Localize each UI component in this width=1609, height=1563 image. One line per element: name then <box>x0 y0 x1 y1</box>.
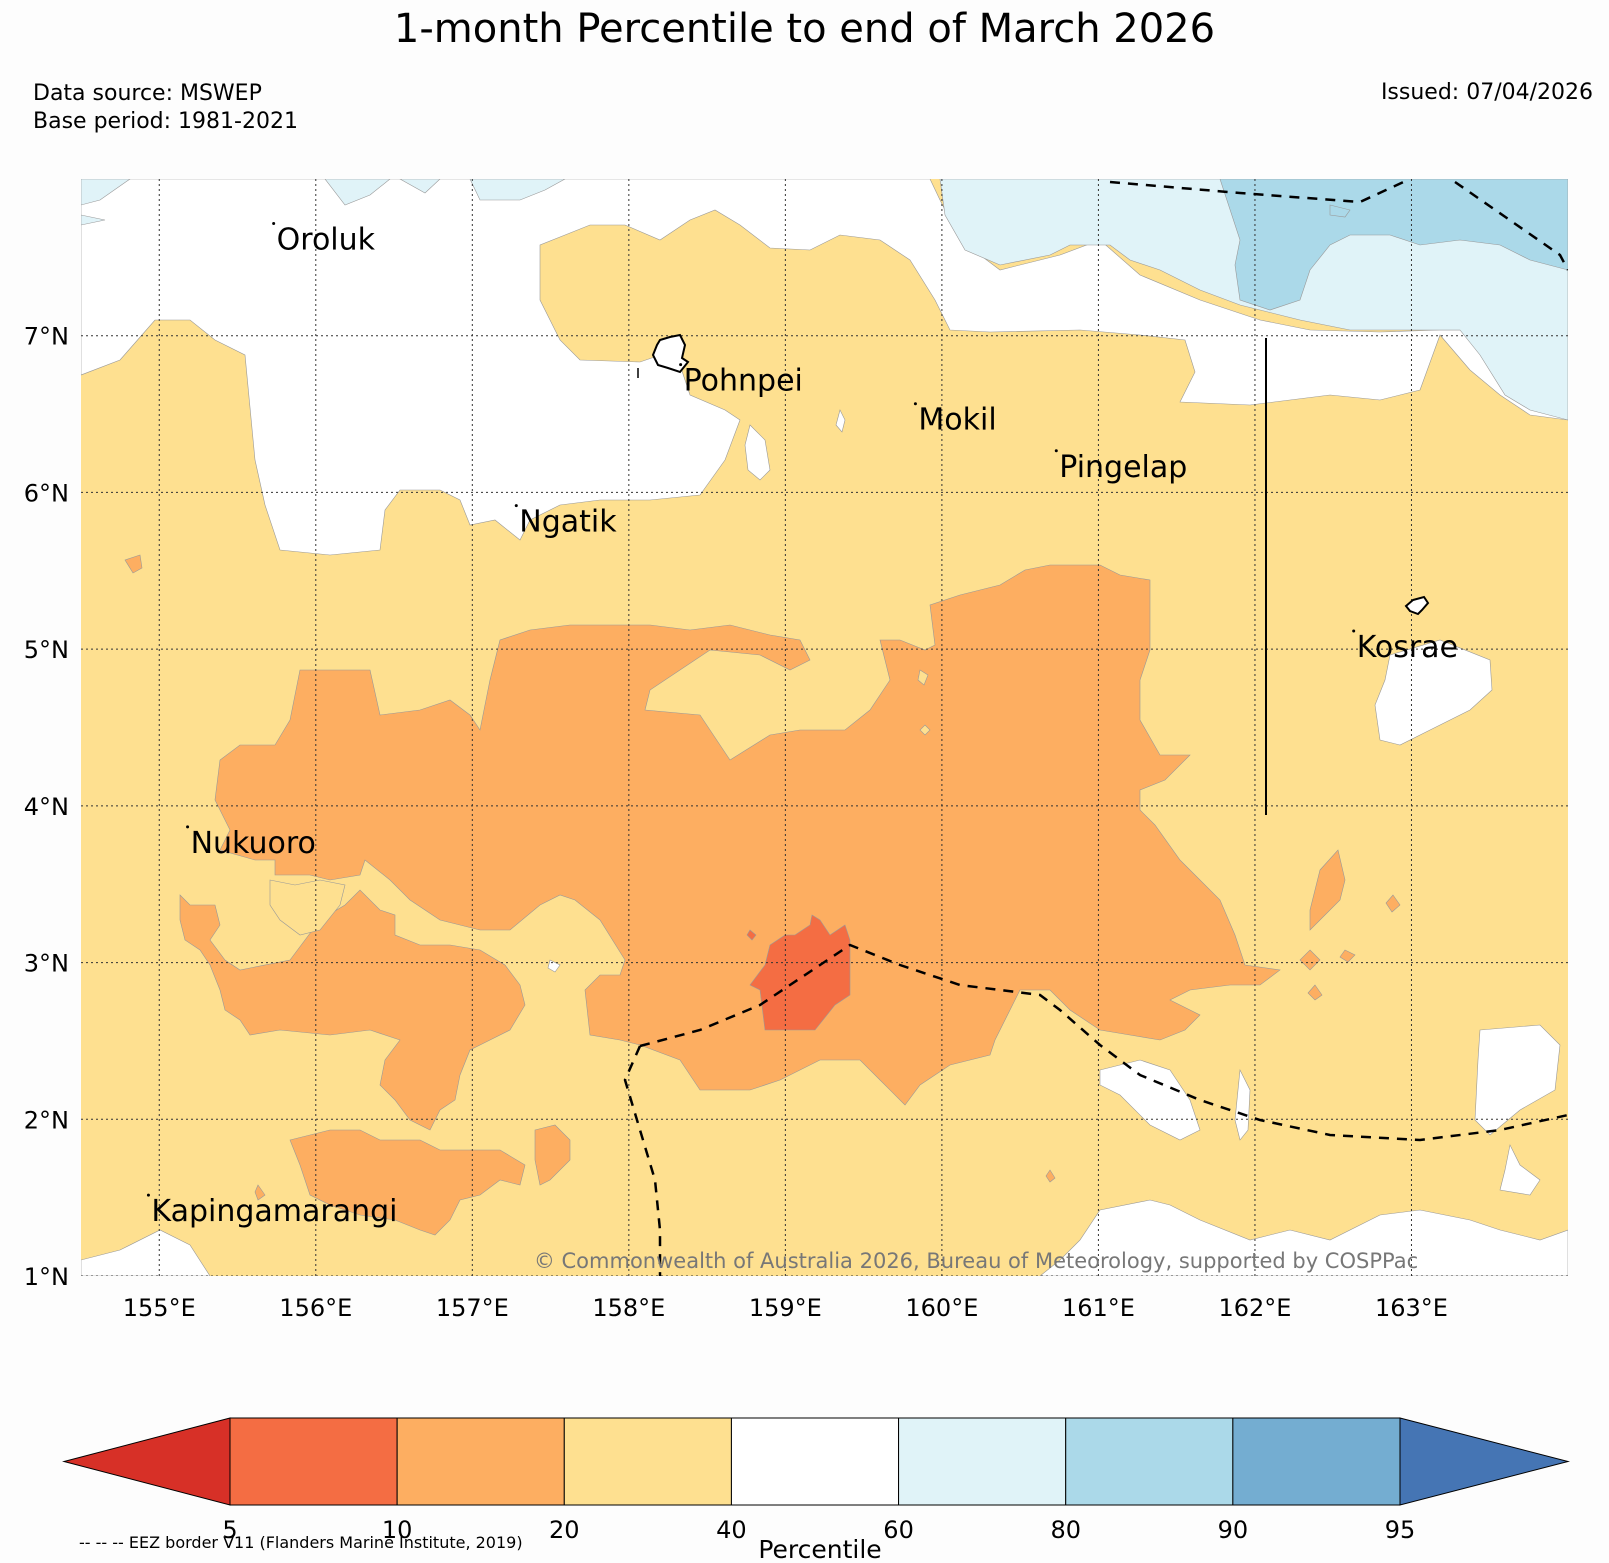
colorbar-label: Percentile <box>758 1535 881 1563</box>
map-area <box>81 179 1568 1276</box>
colorbar-segment <box>229 1417 398 1506</box>
pohnpei-island <box>651 333 690 374</box>
lat-tick-label: 2°N <box>24 1106 69 1134</box>
place-label-oroluk: Oroluk <box>277 223 376 258</box>
colorbar-tick-label: 60 <box>883 1516 914 1544</box>
data-source: Data source: MSWEP <box>33 81 262 106</box>
place-label-ngatik: Ngatik <box>519 505 617 540</box>
colorbar-segment <box>898 1417 1067 1506</box>
colorbar-segment <box>396 1417 565 1506</box>
lat-tick-label: 6°N <box>24 479 69 507</box>
lat-tick-label: 5°N <box>24 636 69 664</box>
lat-tick-label: 3°N <box>24 950 69 978</box>
lon-tick-label: 158°E <box>592 1294 665 1322</box>
place-label-kosrae: Kosrae <box>1357 630 1458 665</box>
colorbar-segment <box>1065 1417 1234 1506</box>
place-marker <box>146 1193 150 1197</box>
lat-tick-label: 1°N <box>24 1263 69 1291</box>
lon-tick-label: 160°E <box>905 1294 978 1322</box>
issued-date: Issued: 07/04/2026 <box>1380 80 1593 105</box>
place-label-pingelap: Pingelap <box>1059 450 1187 485</box>
eez-footnote: -- -- -- EEZ border V11 (Flanders Marine… <box>79 1533 523 1552</box>
lon-tick-label: 163°E <box>1375 1294 1448 1322</box>
region-80-90 <box>1219 179 1568 311</box>
place-label-pohnpei: Pohnpei <box>684 364 803 399</box>
place-label-nukuoro: Nukuoro <box>191 826 316 861</box>
lat-tick-label: 7°N <box>24 323 69 351</box>
lat-tick-label: 4°N <box>24 793 69 821</box>
kosrae-island <box>1404 595 1430 616</box>
region-40-60 <box>81 179 1568 1276</box>
place-marker <box>514 504 518 508</box>
longitude-labels: 155°E 156°E 157°E 158°E 159°E 160°E 161°E 162°E… <box>123 1294 1448 1322</box>
latitude-labels: 7°N 6°N 5°N 4°N 3°N 2°N 1°N <box>24 323 69 1291</box>
lon-tick-label: 157°E <box>436 1294 509 1322</box>
colorbar-tick-label: 5 <box>222 1516 237 1544</box>
place-marker <box>1352 629 1356 633</box>
colorbar-extend-low <box>62 1417 231 1506</box>
colorbar-tick-label: 95 <box>1385 1516 1416 1544</box>
region-20-40-inner <box>269 669 931 936</box>
data-source-info: Data source: MSWEP Base period: 1981-202… <box>33 80 298 136</box>
colorbar-segment <box>1232 1417 1401 1506</box>
place-marker <box>186 825 190 829</box>
base-period: Base period: 1981-2021 <box>33 109 298 134</box>
page-title: 1-month Percentile to end of March 2026 <box>393 6 1216 52</box>
colorbar-segment <box>563 1417 732 1506</box>
place-marker <box>1054 449 1058 453</box>
place-marker <box>272 222 276 226</box>
colorbar-tick-label: 80 <box>1050 1516 1081 1544</box>
region-5-10 <box>746 914 851 1031</box>
colorbar-extend-high <box>1399 1417 1570 1506</box>
region-10-20 <box>124 554 1401 1236</box>
place-label-kapingamarangi: Kapingamarangi <box>151 1194 397 1229</box>
lon-tick-label: 159°E <box>749 1294 822 1322</box>
copyright-note: © Commonwealth of Australia 2026, Bureau… <box>534 1249 1418 1273</box>
colorbar-tick-label: 10 <box>382 1516 413 1544</box>
place-marker <box>913 402 917 406</box>
place-labels: Oroluk Pohnpei Mokil Pingelap Ngatik Kosrae Nu… <box>146 222 1458 1229</box>
lon-tick-label: 155°E <box>123 1294 196 1322</box>
colorbar-tick-label: 90 <box>1218 1516 1249 1544</box>
place-marker <box>679 363 683 367</box>
lon-tick-label: 162°E <box>1218 1294 1291 1322</box>
colorbar-segment <box>730 1417 900 1506</box>
colorbar-tick-label: 40 <box>716 1516 747 1544</box>
lon-tick-label: 161°E <box>1062 1294 1135 1322</box>
colorbar: 5 10 20 40 60 80 90 95 <box>62 1417 1570 1544</box>
eez-borders <box>623 179 1568 1276</box>
place-label-mokil: Mokil <box>918 403 996 438</box>
colorbar-tick-label: 20 <box>549 1516 580 1544</box>
lon-tick-label: 156°E <box>279 1294 352 1322</box>
